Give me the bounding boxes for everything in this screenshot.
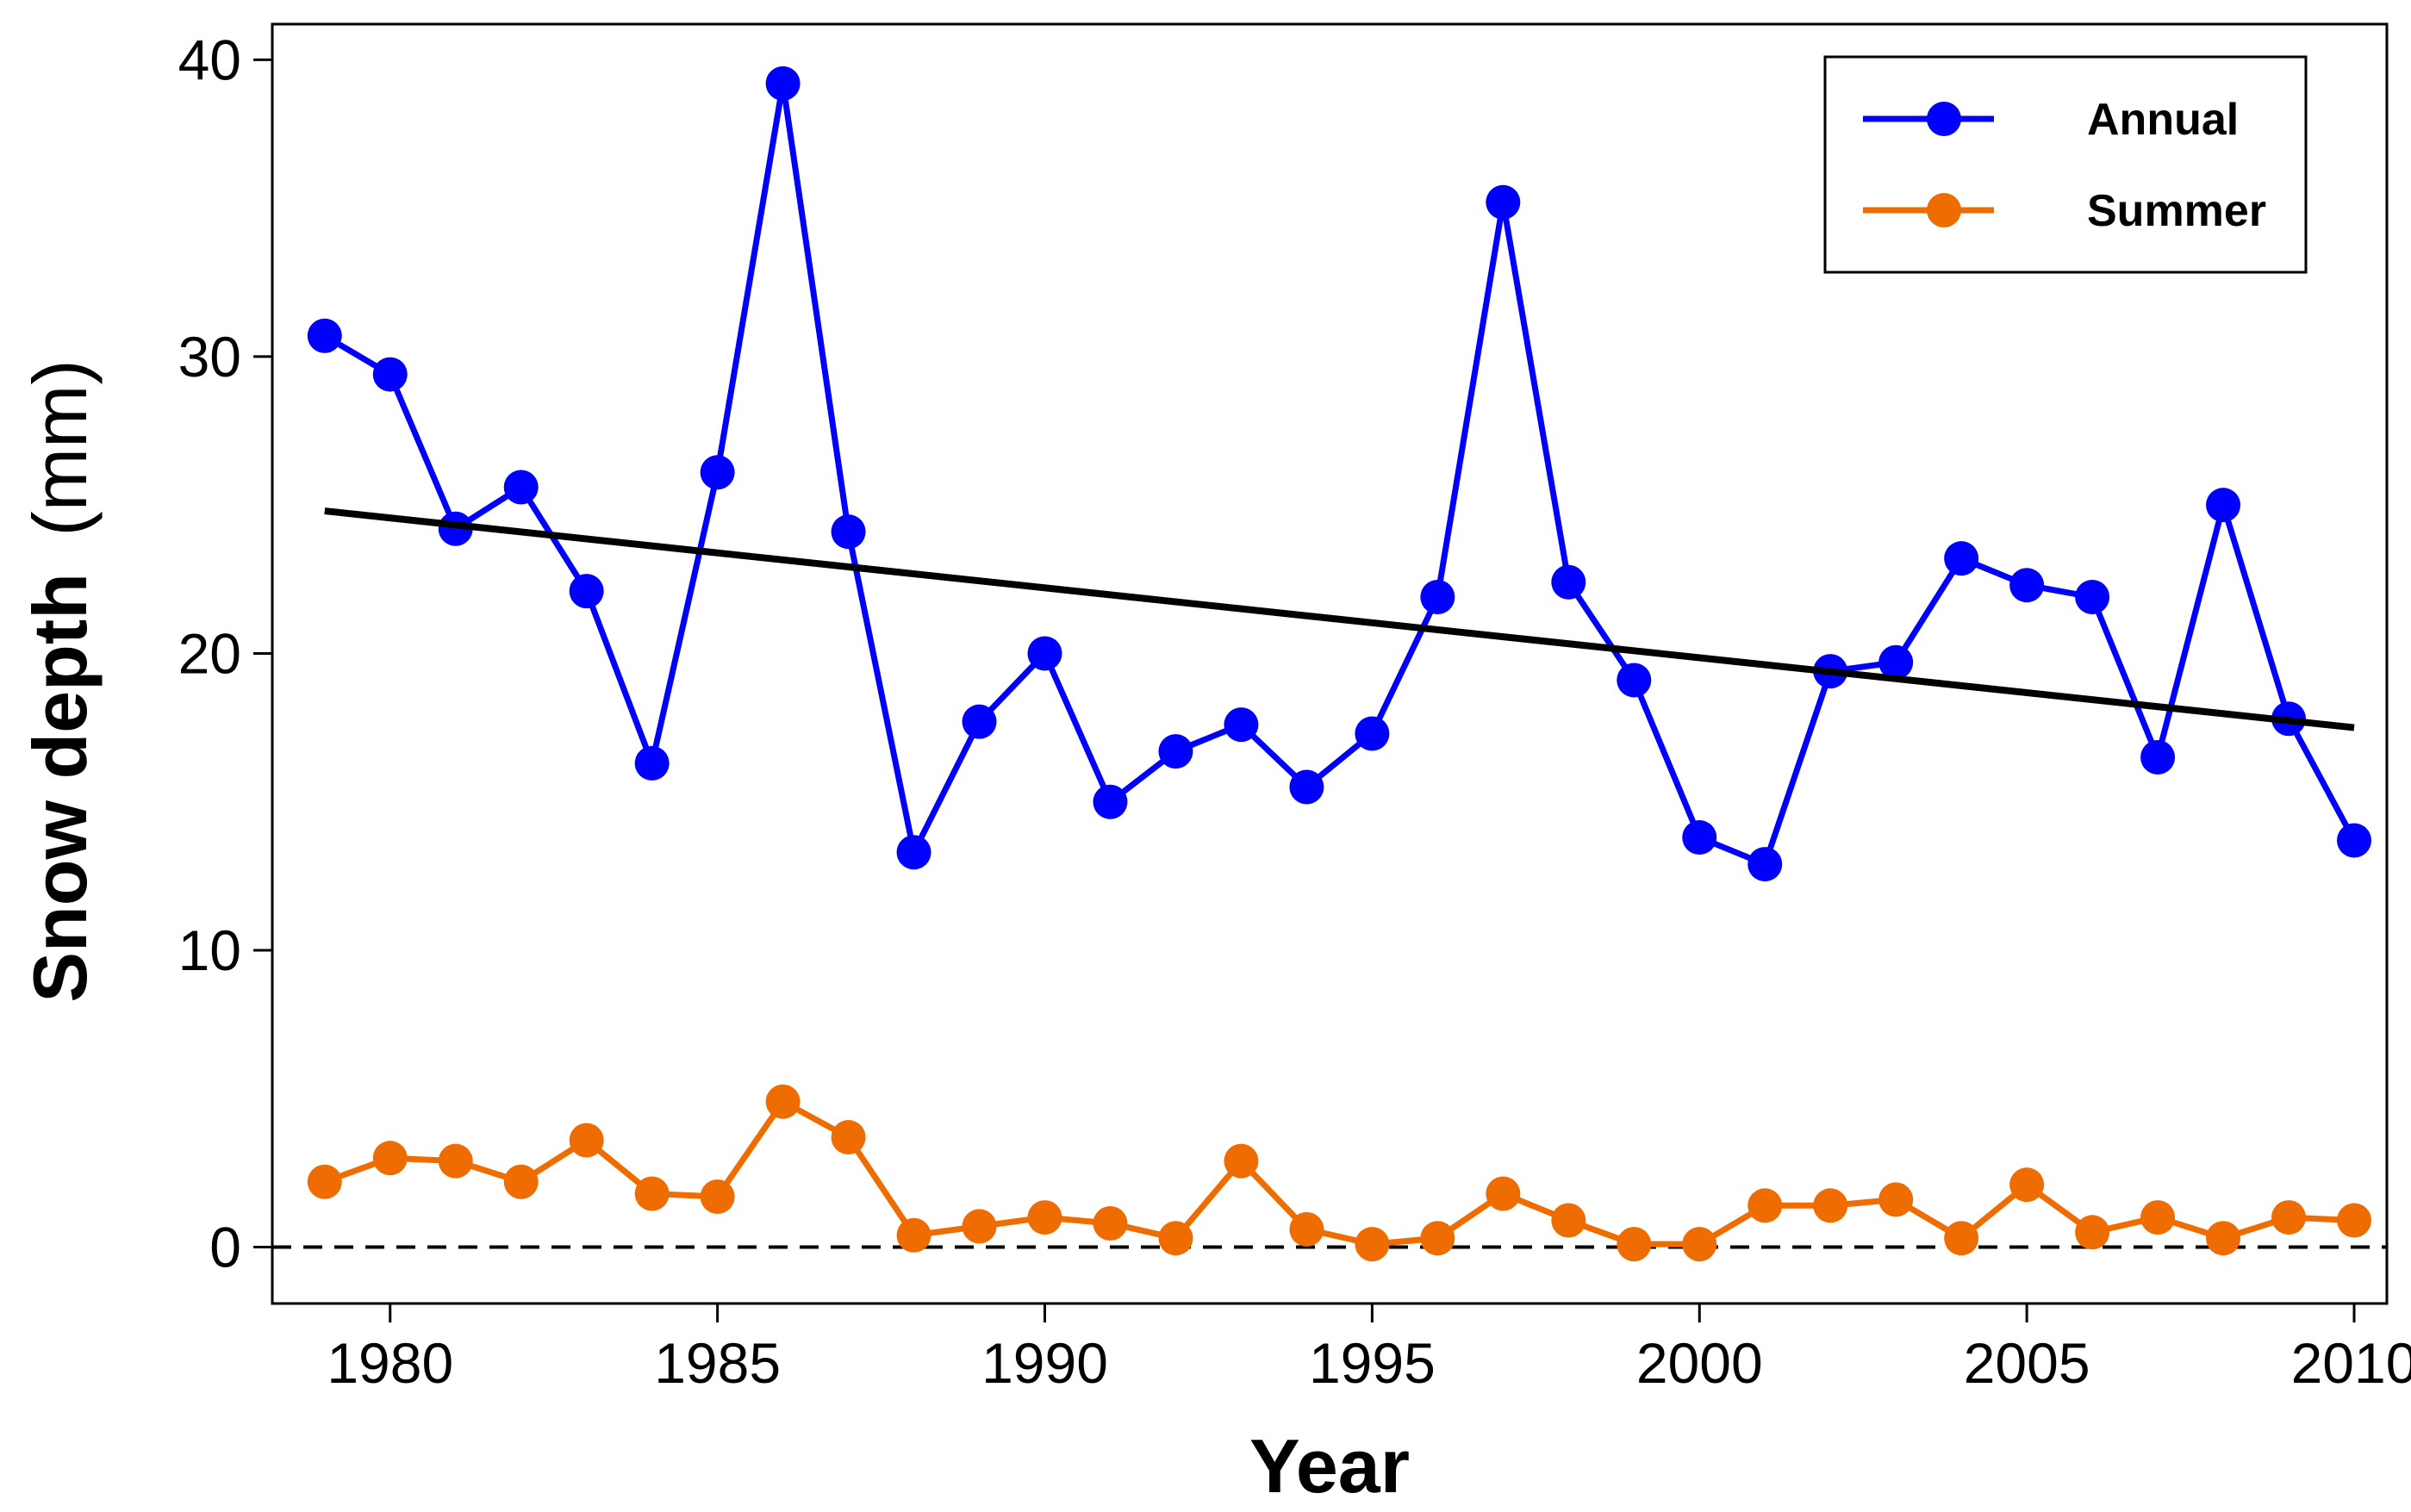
annual-point-1997 xyxy=(1486,184,1521,220)
legend-summer-label: Summer xyxy=(2087,186,2266,236)
annual-point-1999 xyxy=(1617,663,1652,698)
y-tick-label-40: 40 xyxy=(178,28,241,91)
summer-point-1997 xyxy=(1486,1176,1521,1211)
summer-point-2009 xyxy=(2271,1200,2307,1235)
x-tick-label-2010: 2010 xyxy=(2291,1331,2411,1395)
axes-layer: 1980 1985 1990 1995 2000 2005 2010 0 10 20 30 40 Y… xyxy=(17,22,2411,1509)
summer-series-line xyxy=(323,1098,2355,1248)
summer-point-1988 xyxy=(896,1217,931,1253)
summer-point-2000 xyxy=(1682,1227,1717,1262)
annual-point-1994 xyxy=(1289,769,1324,805)
legend: Annual Summer xyxy=(1823,55,2308,274)
summer-point-1990 xyxy=(1027,1200,1062,1235)
summer-point-1996 xyxy=(1420,1221,1455,1256)
summer-point-1991 xyxy=(1093,1205,1128,1241)
x-tick-label-2005: 2005 xyxy=(1964,1331,2090,1395)
summer-point-1989 xyxy=(962,1209,997,1244)
annual-point-2001 xyxy=(1748,847,1783,882)
x-tick-label-1985: 1985 xyxy=(654,1331,781,1395)
y-tick-label-20: 20 xyxy=(178,621,241,685)
annual-trend-line xyxy=(324,507,2355,731)
annual-point-2006 xyxy=(2075,579,2110,614)
annual-point-1998 xyxy=(1551,564,1586,600)
annual-point-1991 xyxy=(1093,784,1128,819)
annual-point-2000 xyxy=(1682,820,1717,856)
summer-point-1979 xyxy=(307,1164,342,1199)
summer-point-2005 xyxy=(2009,1167,2045,1203)
annual-point-1988 xyxy=(896,835,931,870)
y-tick-label-30: 30 xyxy=(178,325,241,389)
annual-point-1993 xyxy=(1224,707,1259,743)
summer-point-1984 xyxy=(634,1176,670,1211)
annual-point-1986 xyxy=(765,65,801,101)
summer-point-2007 xyxy=(2140,1200,2176,1235)
y-axis-title-bold: Snow depth xyxy=(17,573,103,1003)
annual-point-2010 xyxy=(2337,823,2372,858)
plot-frame xyxy=(271,22,2389,1305)
annual-point-2003 xyxy=(1878,644,1914,680)
summer-point-1995 xyxy=(1355,1227,1390,1262)
summer-point-2004 xyxy=(1944,1221,1979,1256)
annual-point-2005 xyxy=(2009,568,2045,603)
summer-point-1992 xyxy=(1158,1221,1193,1256)
y-axis-ticks: 0 10 20 30 40 xyxy=(178,28,272,1279)
summer-point-1994 xyxy=(1289,1211,1324,1247)
annual-point-1989 xyxy=(962,704,997,739)
summer-point-2002 xyxy=(1813,1188,1848,1223)
summer-point-1980 xyxy=(372,1141,408,1176)
annual-point-1995 xyxy=(1355,716,1390,751)
summer-point-1998 xyxy=(1551,1203,1586,1238)
summer-point-2003 xyxy=(1878,1182,1914,1217)
legend-annual-marker xyxy=(1927,102,1961,136)
summer-point-2006 xyxy=(2075,1215,2110,1250)
annual-point-1987 xyxy=(831,514,866,550)
series-layer xyxy=(307,65,2372,1262)
summer-point-2001 xyxy=(1748,1188,1783,1223)
y-tick-label-0: 0 xyxy=(209,1216,241,1279)
annual-point-1983 xyxy=(569,574,604,609)
summer-point-1985 xyxy=(700,1179,735,1214)
annual-point-2008 xyxy=(2206,488,2241,523)
annual-point-1981 xyxy=(438,511,473,546)
summer-point-1993 xyxy=(1224,1143,1259,1179)
x-tick-label-2000: 2000 xyxy=(1636,1331,1763,1395)
summer-point-1982 xyxy=(503,1164,539,1199)
y-tick-label-10: 10 xyxy=(178,918,241,982)
annual-point-1979 xyxy=(307,318,342,353)
annual-point-1984 xyxy=(634,745,670,781)
annual-point-1982 xyxy=(503,470,539,505)
legend-summer-marker xyxy=(1927,193,1961,227)
y-axis-title: Snow depth (mm) xyxy=(17,359,103,1002)
summer-point-1981 xyxy=(438,1143,473,1179)
annual-point-2007 xyxy=(2140,740,2176,775)
x-tick-label-1980: 1980 xyxy=(327,1331,453,1395)
summer-point-1986 xyxy=(765,1084,801,1119)
x-tick-label-1995: 1995 xyxy=(1309,1331,1436,1395)
x-tick-label-1990: 1990 xyxy=(981,1331,1108,1395)
x-axis-title: Year xyxy=(1249,1423,1410,1509)
legend-box xyxy=(1823,55,2308,274)
annual-point-2004 xyxy=(1944,541,1979,576)
summer-point-1999 xyxy=(1617,1227,1652,1262)
summer-point-1983 xyxy=(569,1123,604,1158)
summer-point-2010 xyxy=(2337,1203,2372,1238)
annual-point-1996 xyxy=(1420,579,1455,614)
annual-point-1990 xyxy=(1027,636,1062,671)
annual-point-1992 xyxy=(1158,734,1193,769)
summer-point-1987 xyxy=(831,1120,866,1155)
y-axis-title-unit: (mm) xyxy=(17,359,103,536)
x-axis-ticks: 1980 1985 1990 1995 2000 2005 2010 xyxy=(327,1304,2411,1395)
annual-point-1980 xyxy=(372,357,408,392)
summer-point-2008 xyxy=(2206,1221,2241,1256)
annual-point-1985 xyxy=(700,455,735,490)
legend-annual-label: Annual xyxy=(2087,95,2239,145)
